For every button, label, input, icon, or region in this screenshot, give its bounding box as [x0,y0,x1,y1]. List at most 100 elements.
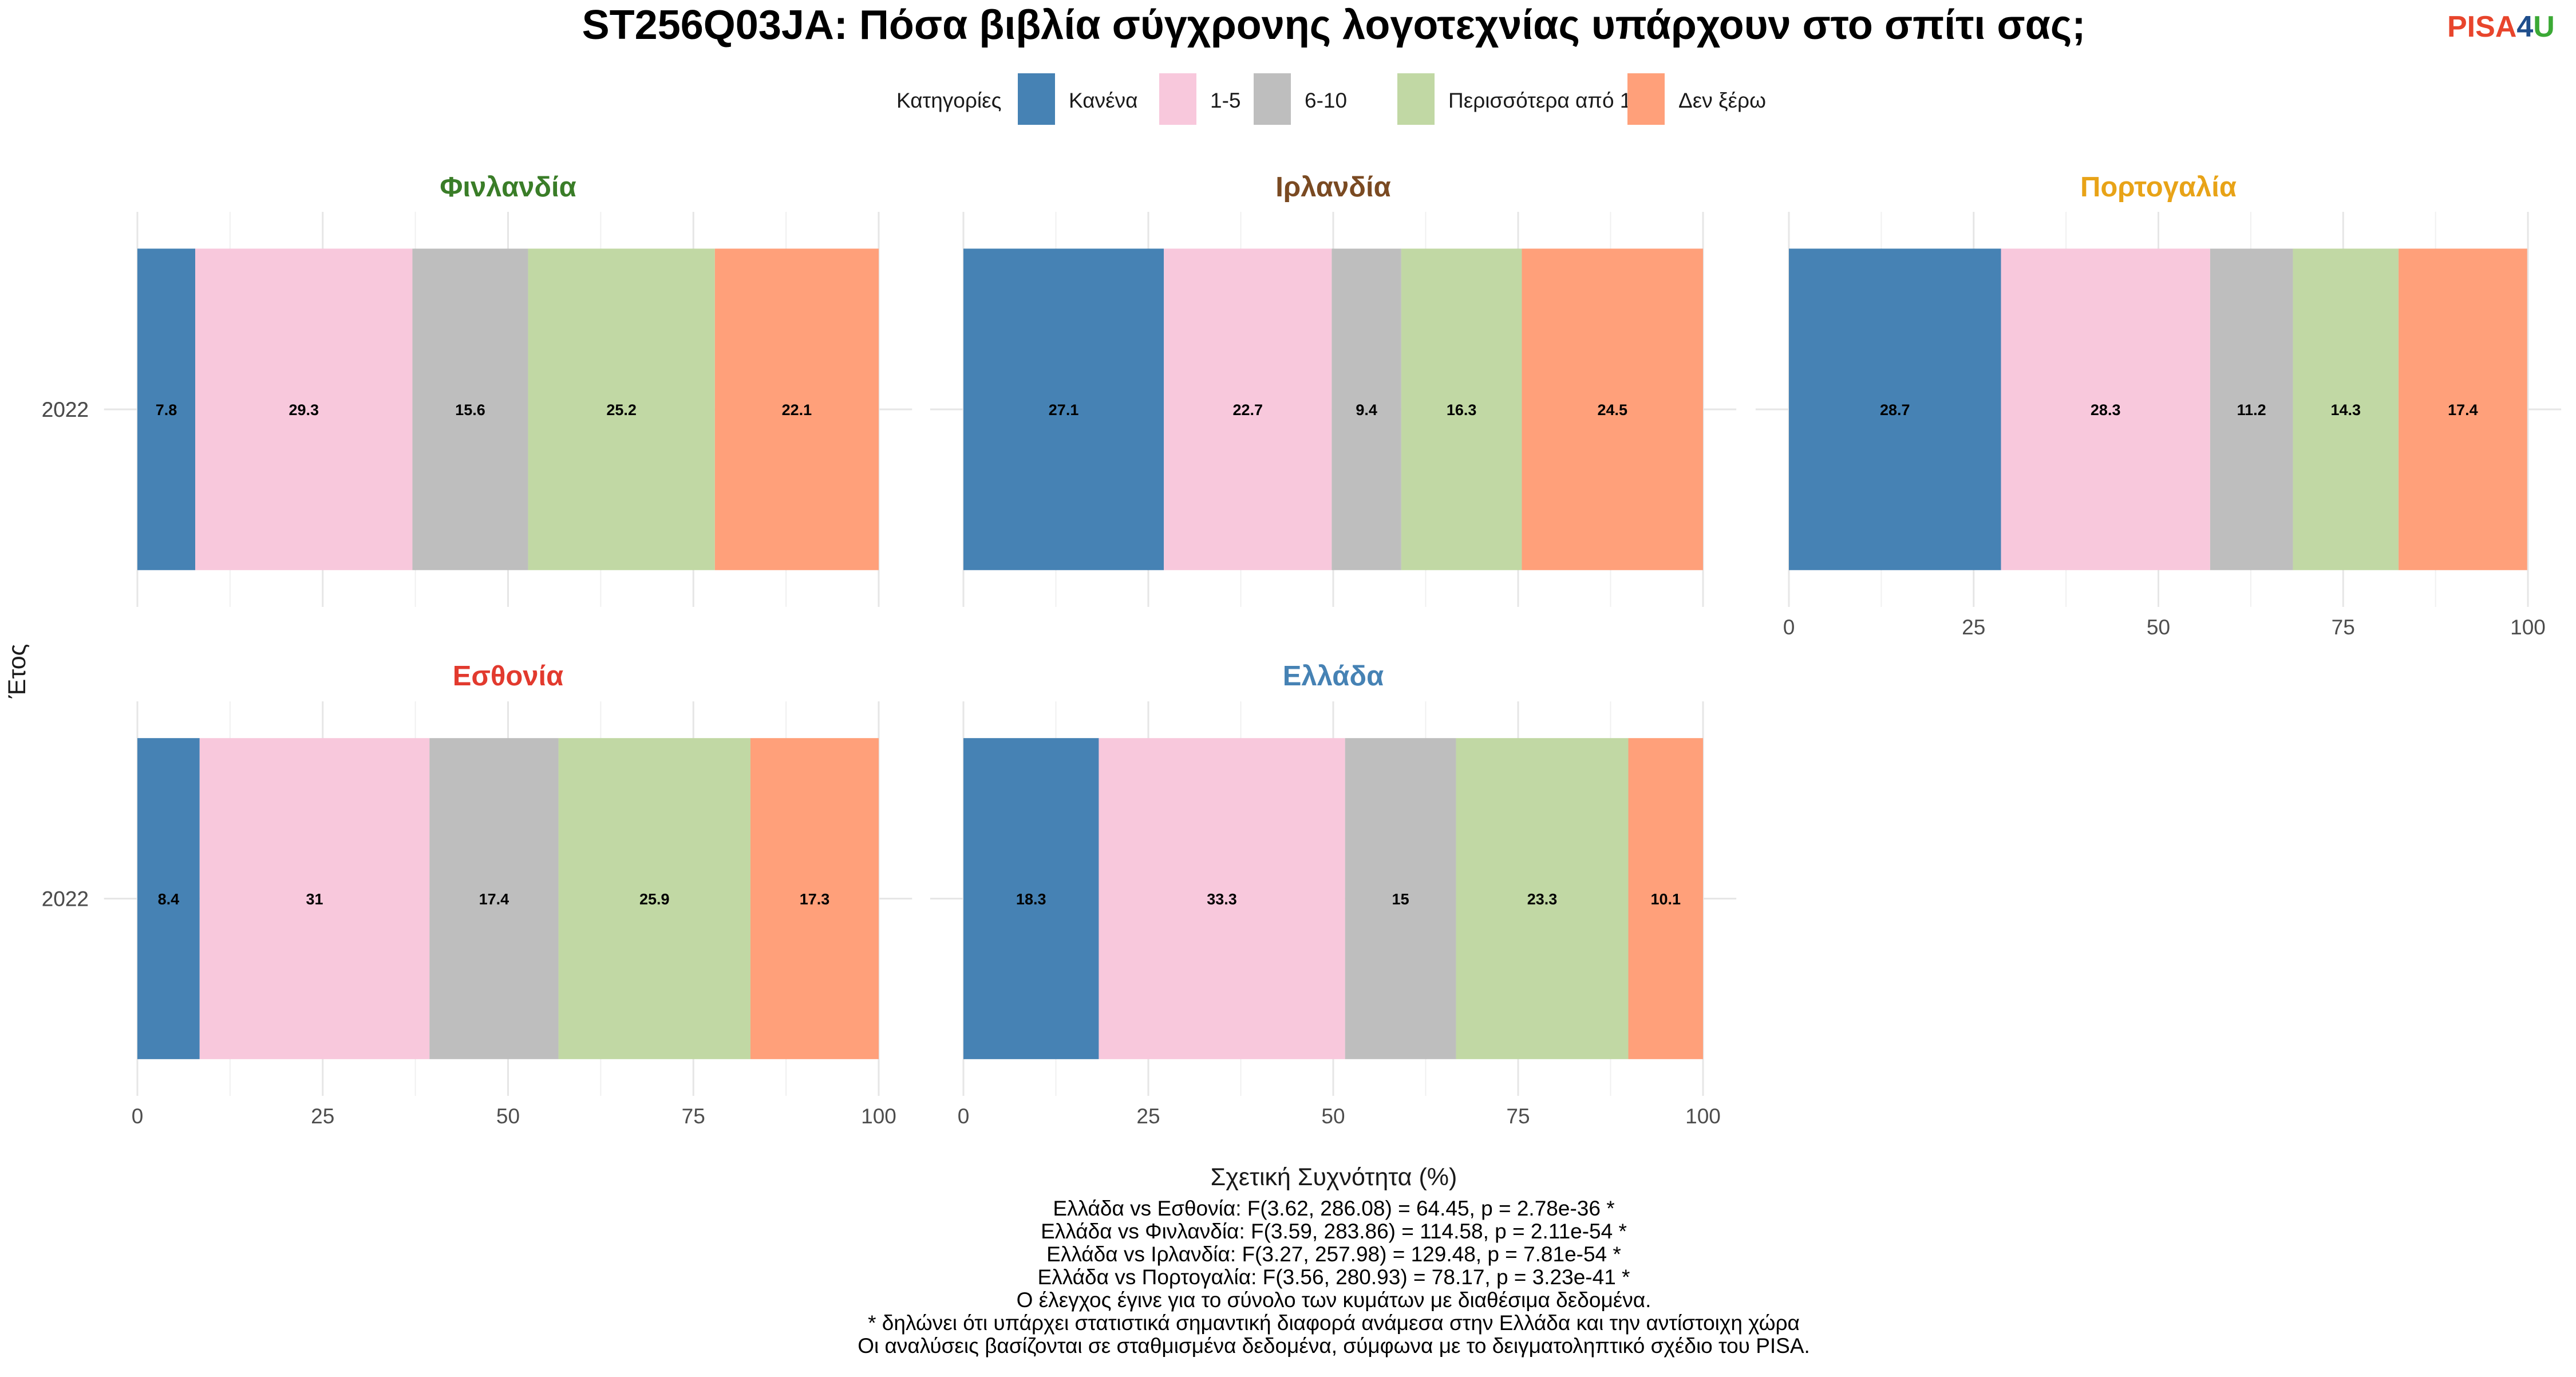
bar-segment [750,738,879,1059]
bar-segment [195,248,413,570]
legend-label: Κανένα [1069,89,1138,112]
legend-label: Δεν ξέρω [1678,89,1766,112]
y-axis-title: Έτος [3,644,31,699]
facet-title: Εσθονία [453,661,564,692]
bar-value-label: 28.7 [1880,401,1910,419]
x-tick-label: 0 [132,1104,144,1128]
legend-label: Περισσότερα από 10 [1448,89,1643,112]
bar-value-label: 28.3 [2091,401,2121,419]
bar-segment [2399,248,2527,570]
caption: Ελλάδα vs Εσθονία: F(3.62, 286.08) = 64.… [858,1197,1810,1358]
x-tick-label: 75 [1506,1104,1530,1128]
legend-title: Κατηγορίες [896,89,1001,112]
bar-segment [963,738,1099,1059]
bar-segment [2293,248,2399,570]
caption-line: Ελλάδα vs Ιρλανδία: F(3.27, 257.98) = 12… [1046,1242,1621,1266]
bar-value-label: 17.4 [2448,401,2478,419]
legend-label: 1-5 [1210,89,1240,112]
x-tick-label: 100 [2510,615,2546,639]
bar-value-label: 16.3 [1447,401,1477,419]
bar-value-label: 22.1 [782,401,812,419]
y-tick-label: 2022 [42,398,89,421]
bar-segment [137,738,200,1059]
legend-swatch [1018,73,1055,125]
legend-swatch [1159,73,1196,125]
facet-title: Φινλανδία [440,172,576,203]
x-tick-label: 50 [2147,615,2170,639]
x-tick-label: 75 [682,1104,705,1128]
bar-value-label: 7.8 [156,401,177,419]
x-tick-label: 0 [958,1104,970,1128]
bar-value-label: 25.9 [639,891,670,908]
facet-panel: Ελλάδα 2022 18.3 33.3 15 23.3 10.1 0 25 50 75 100 [42,661,1737,1128]
bar-value-label: 33.3 [1207,891,1237,908]
y-tick-label: 2022 [42,887,89,911]
caption-line: Ελλάδα vs Φινλανδία: F(3.59, 283.86) = 1… [1041,1220,1627,1243]
x-tick-label: 50 [496,1104,520,1128]
bar-segment [199,738,430,1059]
bar-value-label: 17.3 [800,891,830,908]
bar-value-label: 8.4 [158,891,180,908]
legend-label: 6-10 [1305,89,1347,112]
legend-swatch [1254,73,1291,125]
bar-segment [714,248,879,570]
facet-panel: Εσθονία 2022 8.4 31 17.4 25.9 17.3 0 25 50 75 100 [42,661,912,1128]
facet-panel: Πορτογαλία 2022 28.7 28.3 11.2 14.3 17.4 0 25 50 7… [42,172,2562,639]
facet-title: Ελλάδα [1283,661,1384,692]
y-tick-label: 2022 [42,398,89,421]
bar-value-label: 15 [1392,891,1409,908]
chart-title: ST256Q03JA: Πόσα βιβλία σύγχρονης λογοτε… [582,2,2086,48]
caption-line: Ελλάδα vs Πορτογαλία: F(3.56, 280.93) = … [1038,1265,1630,1289]
bar-value-label: 15.6 [455,401,485,419]
x-tick-label: 25 [1962,615,1985,639]
bar-value-label: 10.1 [1650,891,1681,908]
bar-value-label: 27.1 [1049,401,1079,419]
x-axis-title: Σχετική Συχνότητα (%) [1211,1163,1457,1191]
bar-value-label: 31 [306,891,323,908]
bar-segment [2001,248,2210,570]
legend-swatch [1627,73,1665,125]
x-tick-label: 75 [2332,615,2355,639]
bar-value-label: 22.7 [1232,401,1263,419]
facet-panel: Ιρλανδία 2022 27.1 22.7 9.4 16.3 24.5 [42,172,1737,607]
bar-segment [1401,248,1522,570]
facet-panels: Φινλανδία 2022 7.8 29.3 15.6 25.2 22.1 Ιρλανδία… [42,172,2562,1128]
bar-segment [412,248,528,570]
bar-segment [1628,738,1703,1059]
bar-value-label: 25.2 [606,401,637,419]
legend-swatch [1397,73,1435,125]
bar-segment [1789,248,2001,570]
caption-line: Ελλάδα vs Εσθονία: F(3.62, 286.08) = 64.… [1053,1197,1614,1220]
pisa4u-logo: PISA4U [2447,10,2555,44]
bar-segment [558,738,750,1059]
bar-segment [1522,248,1703,570]
bar-value-label: 18.3 [1016,891,1046,908]
y-tick-label: 2022 [42,887,89,911]
bar-segment [1099,738,1345,1059]
caption-line: Οι αναλύσεις βασίζονται σε σταθμισμένα δ… [858,1334,1810,1358]
bar-value-label: 11.2 [2237,401,2266,419]
bar-value-label: 17.4 [479,891,509,908]
legend: Κατηγορίες Κανένα 1-5 6-10 Περισσότερα από … [896,73,1766,125]
bar-segment [429,738,559,1059]
bar-segment [1456,738,1629,1059]
caption-line: Ο έλεγχος έγινε για το σύνολο των κυμάτω… [1017,1288,1652,1312]
bar-value-label: 14.3 [2330,401,2361,419]
x-tick-label: 50 [1321,1104,1345,1128]
x-tick-label: 25 [311,1104,334,1128]
x-tick-label: 100 [1685,1104,1721,1128]
caption-line: * δηλώνει ότι υπάρχει στατιστικά σημαντι… [868,1311,1800,1335]
bar-value-label: 29.3 [289,401,319,419]
logo-text: PISA4U [2447,10,2555,44]
x-tick-label: 25 [1136,1104,1160,1128]
bar-segment [963,248,1164,570]
x-tick-label: 100 [861,1104,896,1128]
bar-value-label: 24.5 [1597,401,1627,419]
bar-segment [1345,738,1456,1059]
y-tick-label: 2022 [42,398,89,421]
bar-segment [1164,248,1332,570]
bar-segment [2210,248,2293,570]
facet-title: Ιρλανδία [1275,172,1390,203]
bar-segment [1332,248,1401,570]
